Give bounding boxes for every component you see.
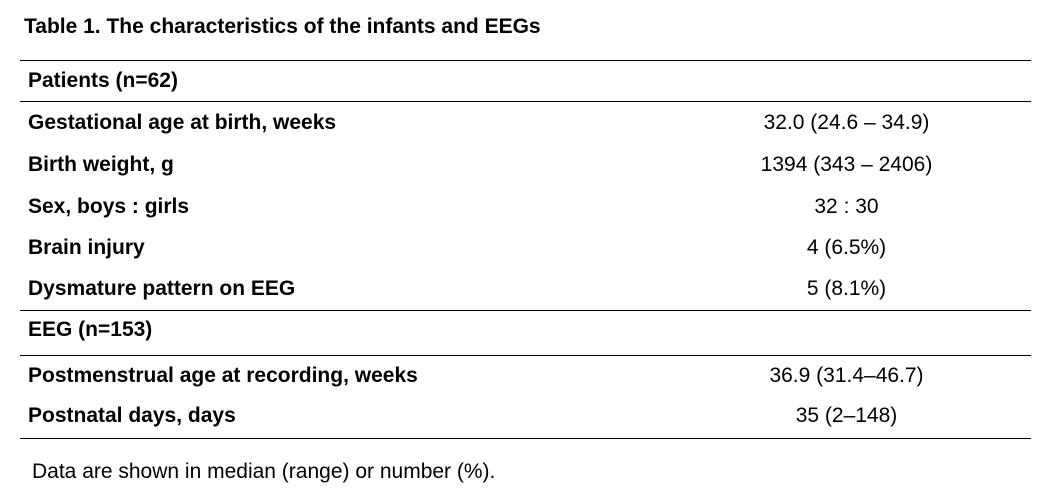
row-label: Postnatal days, days — [28, 404, 236, 427]
section-rule — [20, 355, 1031, 356]
table-row: Gestational age at birth, weeks 32.0 (24… — [20, 102, 1031, 144]
table-row: Brain injury 4 (6.5%) — [20, 228, 1031, 268]
row-label: Dysmature pattern on EEG — [28, 277, 296, 300]
section-rule — [20, 310, 1031, 311]
row-value: 35 (2–148) — [795, 404, 898, 427]
row-label: Sex, boys : girls — [28, 195, 190, 218]
table-row: Dysmature pattern on EEG 5 (8.1%) — [20, 268, 1031, 310]
characteristics-table: Patients (n=62) Gestational age at birth… — [20, 60, 1031, 439]
section-header-patients: Patients (n=62) — [28, 69, 178, 92]
row-label: Brain injury — [28, 236, 145, 259]
table-row: Postmenstrual age at recording, weeks 36… — [20, 356, 1031, 396]
row-label: Postmenstrual age at recording, weeks — [28, 364, 418, 387]
row-value: 1394 (343 – 2406) — [760, 153, 933, 176]
row-label: Birth weight, g — [28, 153, 174, 176]
table-row: Birth weight, g 1394 (343 – 2406) — [20, 144, 1031, 186]
section-header-eeg: EEG (n=153) — [28, 318, 153, 341]
row-value: 5 (8.1%) — [806, 277, 887, 300]
row-value: 36.9 (31.4–46.7) — [769, 364, 924, 387]
section-rule — [20, 101, 1031, 102]
table-row: Sex, boys : girls 32 : 30 — [20, 186, 1031, 228]
row-value: 32.0 (24.6 – 34.9) — [763, 111, 930, 134]
row-value: 4 (6.5%) — [806, 236, 887, 259]
table-caption: Table 1. The characteristics of the infa… — [24, 15, 541, 38]
table-row: Postnatal days, days 35 (2–148) — [20, 396, 1031, 436]
section-header-row: Patients (n=62) — [20, 61, 1031, 101]
row-value: 32 : 30 — [814, 195, 879, 218]
table-footnote: Data are shown in median (range) or numb… — [32, 460, 496, 483]
row-label: Gestational age at birth, weeks — [28, 111, 337, 134]
table-bottom-rule — [20, 438, 1031, 439]
section-header-row: EEG (n=153) — [20, 311, 1031, 349]
table-top-rule — [20, 60, 1031, 61]
